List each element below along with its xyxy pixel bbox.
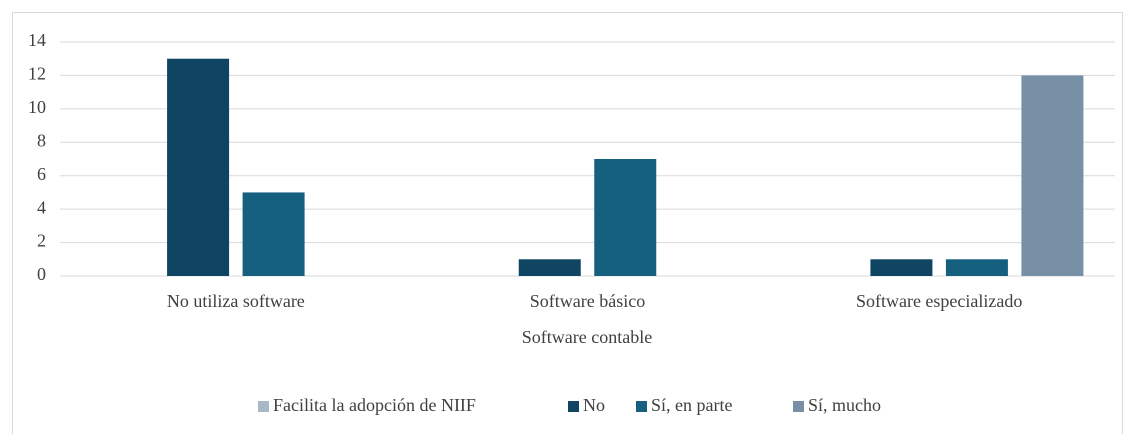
legend-label: Sí, en parte <box>651 395 732 415</box>
legend-label: Sí, mucho <box>808 395 881 415</box>
legend-label: No <box>583 395 605 415</box>
y-tick-label: 10 <box>28 97 46 117</box>
y-tick-label: 14 <box>28 30 46 50</box>
y-tick-label: 6 <box>37 164 46 184</box>
legend-marker <box>636 401 647 412</box>
legend-label: Facilita la adopción de NIIF <box>273 395 476 415</box>
legend-marker <box>793 401 804 412</box>
bar <box>594 159 657 276</box>
x-tick-label: Software básico <box>530 291 645 311</box>
y-tick-label: 8 <box>37 130 46 150</box>
x-tick-label: No utiliza software <box>167 291 305 311</box>
y-tick-label: 0 <box>37 264 46 284</box>
bar <box>242 192 305 276</box>
x-tick-label: Software especializado <box>856 291 1022 311</box>
y-tick-label: 2 <box>37 231 46 251</box>
x-axis-title: Software contable <box>522 327 652 347</box>
bar <box>870 259 933 276</box>
y-tick-label: 12 <box>28 64 46 84</box>
y-tick-label: 4 <box>37 197 46 217</box>
legend-marker <box>568 401 579 412</box>
bar <box>1021 75 1084 276</box>
bar <box>945 259 1008 276</box>
bar <box>518 259 581 276</box>
legend-marker <box>258 401 269 412</box>
bar <box>167 58 230 276</box>
